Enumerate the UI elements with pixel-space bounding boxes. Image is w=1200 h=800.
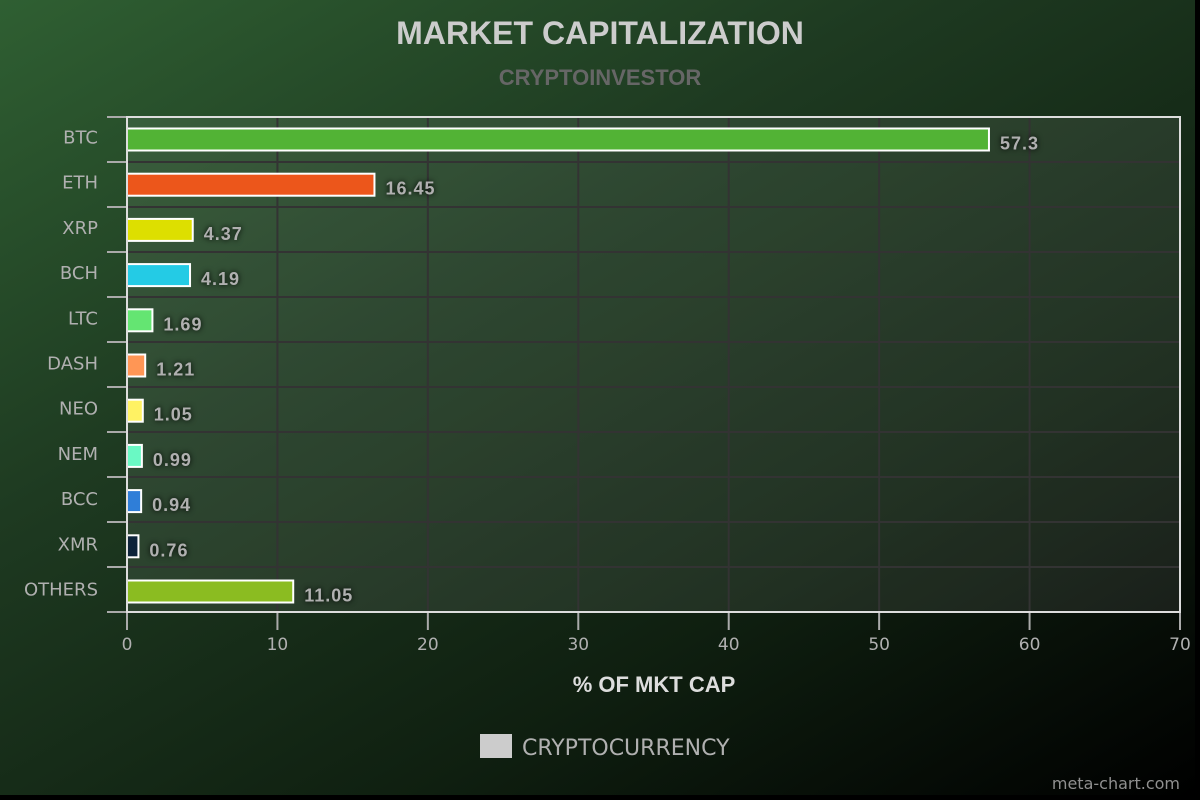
chart-title: MARKET CAPITALIZATION	[396, 15, 804, 51]
data-label: 1.21	[156, 360, 195, 380]
bar-dash[interactable]	[126, 353, 147, 378]
plot-border	[126, 116, 1181, 613]
data-label: 57.3	[1000, 134, 1039, 154]
x-tick-label: 0	[122, 635, 133, 655]
x-tick-label: 10	[267, 635, 289, 655]
bar-bcc[interactable]	[126, 489, 143, 514]
x-axis-title: % OF MKT CAP	[573, 672, 736, 697]
y-category-label: XMR	[58, 534, 98, 555]
chart-subtitle: CRYPTOINVESTOR	[499, 65, 702, 90]
y-category-label: DASH	[47, 354, 98, 375]
bar-ltc[interactable]	[126, 308, 154, 333]
y-category-label: XRP	[62, 218, 98, 239]
y-category-label: LTC	[68, 308, 98, 329]
bar-xmr[interactable]	[126, 534, 140, 559]
data-label: 1.05	[154, 405, 193, 425]
data-label: 1.69	[163, 314, 202, 334]
bar-neo[interactable]	[126, 398, 144, 423]
x-tick-label: 30	[567, 635, 589, 655]
x-tick-label: 20	[417, 635, 439, 655]
data-label: 16.45	[385, 179, 435, 199]
plot-area	[127, 117, 1180, 612]
data-label: 0.99	[153, 450, 192, 470]
y-category-label: BCC	[61, 489, 98, 510]
y-category-label: NEO	[59, 399, 98, 420]
bar-bch[interactable]	[126, 263, 192, 288]
bar-eth[interactable]	[126, 172, 376, 197]
data-label: 0.94	[152, 495, 191, 515]
y-category-label: NEM	[58, 444, 98, 465]
data-label: 4.19	[201, 269, 240, 289]
x-tick-label: 40	[718, 635, 740, 655]
data-label: 11.05	[304, 586, 353, 606]
bar-btc[interactable]	[126, 127, 990, 152]
legend-swatch	[480, 734, 512, 758]
x-tick-label: 60	[1019, 635, 1041, 655]
x-tick-label: 50	[868, 635, 890, 655]
credit-link[interactable]: meta-chart.com	[1052, 774, 1180, 793]
y-category-label: BTC	[63, 128, 98, 149]
data-label: 0.76	[149, 540, 188, 560]
legend-label: CRYPTOCURRENCY	[522, 736, 730, 761]
y-category-label: ETH	[62, 173, 98, 194]
x-tick-label: 70	[1169, 635, 1191, 655]
y-category-label: OTHERS	[24, 580, 98, 601]
bar-others[interactable]	[126, 579, 295, 604]
bar-nem[interactable]	[126, 443, 143, 468]
bar-xrp[interactable]	[126, 217, 194, 242]
y-category-label: BCH	[60, 263, 98, 284]
data-label: 4.37	[204, 224, 243, 244]
legend-item[interactable]: CRYPTOCURRENCY	[480, 734, 730, 761]
